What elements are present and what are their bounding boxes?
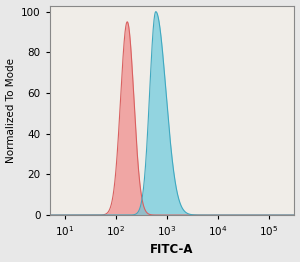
- X-axis label: FITC-A: FITC-A: [150, 243, 194, 256]
- Y-axis label: Normalized To Mode: Normalized To Mode: [6, 58, 16, 163]
